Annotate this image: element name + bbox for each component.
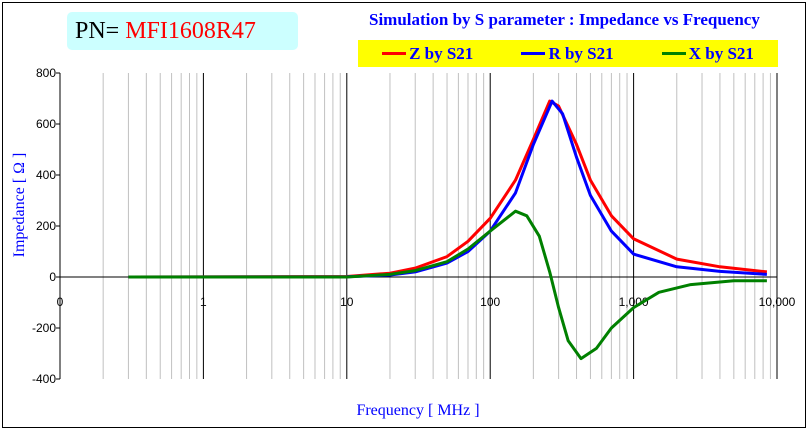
- y-tick-label: 0: [49, 270, 56, 284]
- legend-swatch: [521, 52, 546, 55]
- x-tick-label: 1: [200, 295, 207, 309]
- y-axis-label: Impedance [ Ω ]: [11, 153, 28, 258]
- chart-title: Simulation by S parameter : Impedance vs…: [369, 10, 760, 29]
- x-tick-label: 10,000: [759, 295, 796, 309]
- y-tick-label: 400: [36, 168, 56, 182]
- y-tick-label: -400: [32, 372, 56, 386]
- pn-value: MFI1608R47: [125, 18, 256, 44]
- legend-label: Z by S21: [409, 43, 474, 63]
- legend-item-z: Z by S21: [382, 44, 473, 64]
- legend-swatch: [661, 52, 686, 55]
- legend-swatch: [382, 52, 407, 55]
- y-tick-label: -200: [32, 321, 56, 335]
- legend: Z by S21 R by S21 X by S21: [358, 40, 778, 67]
- legend-label: X by S21: [688, 43, 754, 63]
- x-tick-label: 10: [340, 295, 354, 309]
- x-tick-label: 100: [480, 295, 500, 309]
- part-number-box: PN= MFI1608R47: [67, 12, 298, 50]
- legend-item-r: R by S21: [521, 43, 614, 64]
- y-tick-label: 600: [36, 117, 56, 131]
- x-axis-label: Frequency [ MHz ]: [356, 402, 479, 419]
- x-tick-label: 1,000: [619, 295, 649, 309]
- series-line-r: [128, 99, 767, 279]
- pn-label: PN=: [75, 18, 120, 44]
- y-tick-label: 800: [36, 66, 56, 80]
- chart-frame: [2, 2, 806, 428]
- y-tick-label: 200: [36, 219, 56, 233]
- legend-label: R by S21: [548, 43, 614, 63]
- legend-item-x: X by S21: [661, 43, 754, 64]
- series-line-x: [128, 209, 767, 361]
- series-line-z: [128, 99, 768, 279]
